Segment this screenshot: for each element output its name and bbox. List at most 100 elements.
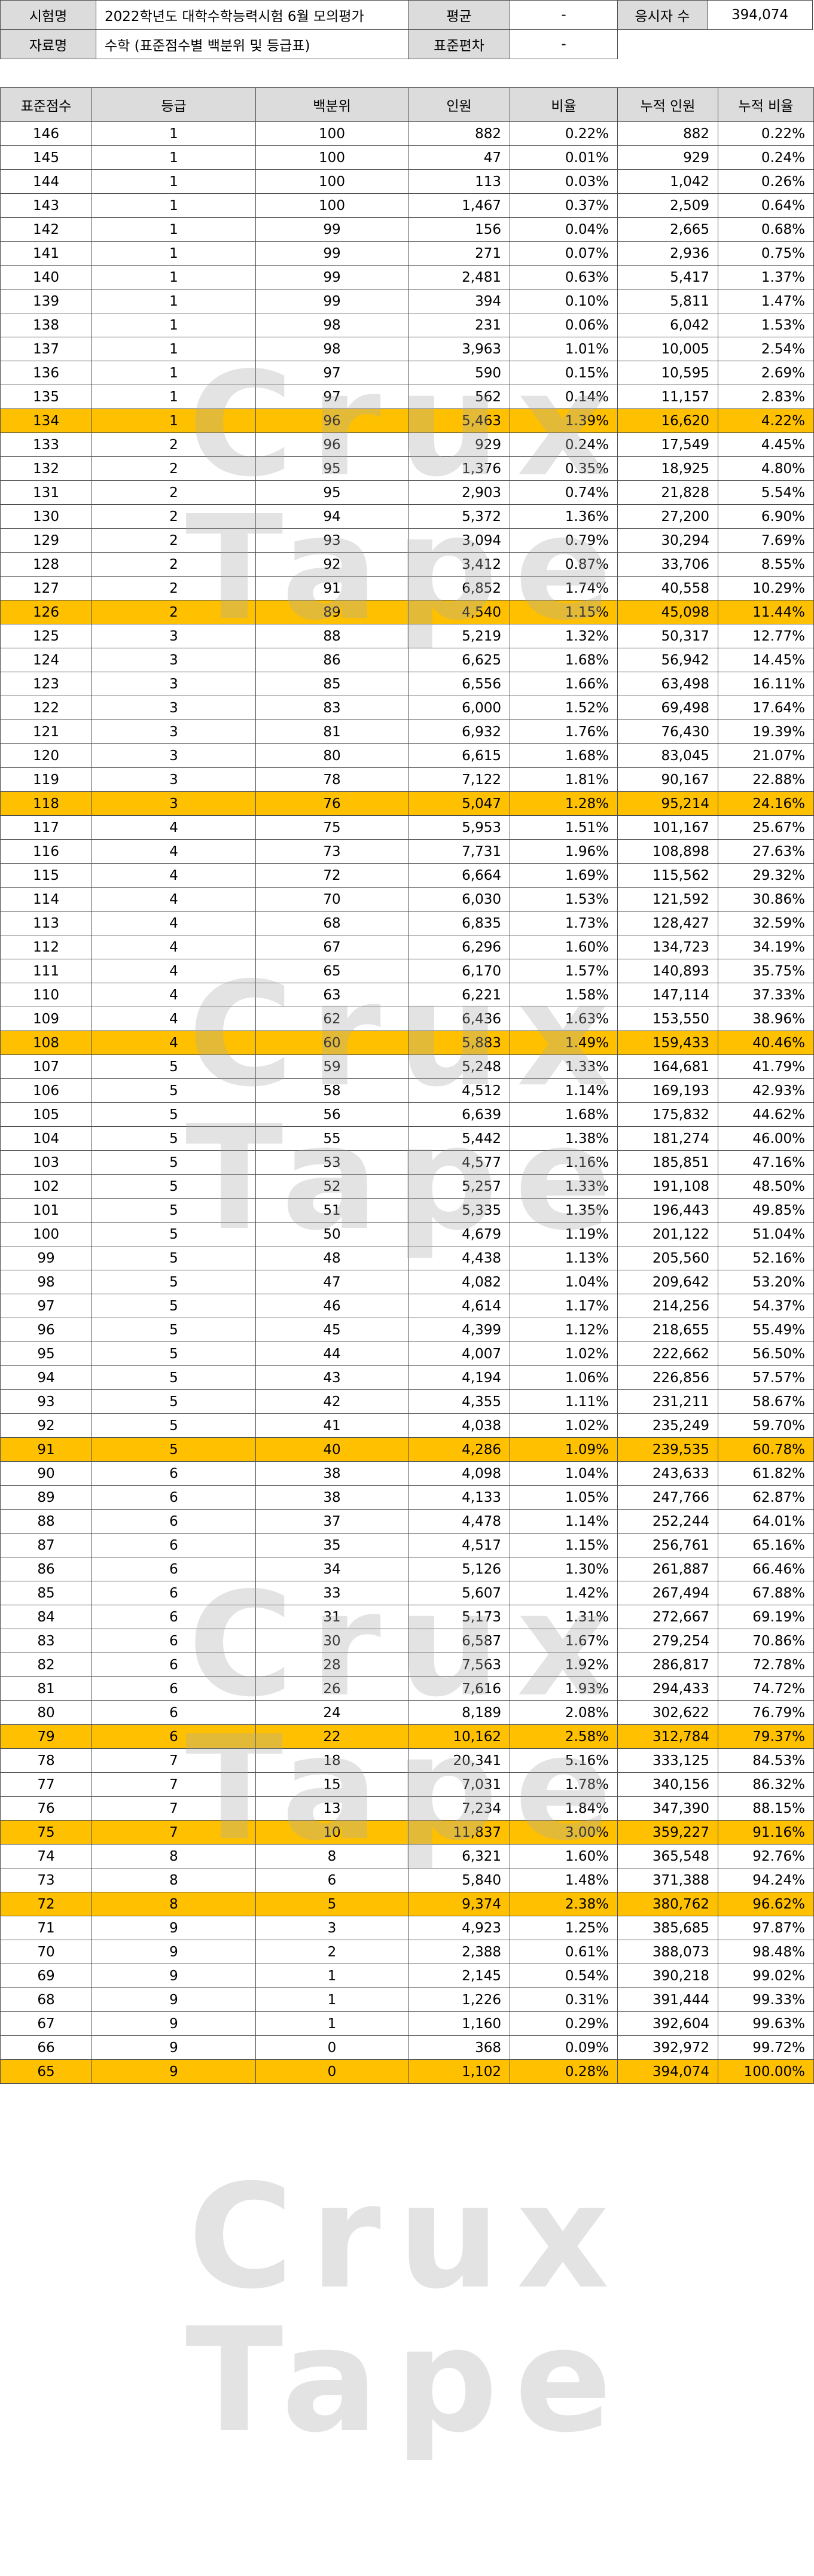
standard-score-cell: 97 — [0, 1294, 92, 1318]
cumulative-ratio-cell: 99.63% — [718, 2011, 814, 2036]
grade-cell: 7 — [92, 1796, 256, 1821]
grade-cell: 2 — [92, 480, 256, 505]
cumulative-ratio-cell: 100.00% — [718, 2059, 814, 2084]
table-row: 120 3 80 6,615 1.68% 83,045 21.07% — [0, 743, 814, 768]
standard-score-cell: 65 — [0, 2059, 92, 2084]
cumulative-count-cell: 50,317 — [617, 624, 718, 648]
percentile-cell: 100 — [255, 145, 408, 170]
count-cell: 7,031 — [408, 1772, 510, 1797]
table-row: 101 5 51 5,335 1.35% 196,443 49.85% — [0, 1198, 814, 1223]
grade-cell: 4 — [92, 863, 256, 888]
percentile-cell: 44 — [255, 1342, 408, 1366]
ratio-cell: 0.22% — [510, 121, 618, 146]
cumulative-count-cell: 5,417 — [617, 265, 718, 289]
percentile-cell: 15 — [255, 1772, 408, 1797]
standard-score-cell: 134 — [0, 408, 92, 433]
table-row: 130 2 94 5,372 1.36% 27,200 6.90% — [0, 504, 814, 529]
percentile-cell: 67 — [255, 935, 408, 959]
percentile-cell: 99 — [255, 241, 408, 266]
examinees-value: 394,074 — [707, 0, 813, 30]
count-cell: 20,341 — [408, 1748, 510, 1773]
standard-score-cell: 72 — [0, 1892, 92, 1916]
percentile-cell: 91 — [255, 576, 408, 600]
cumulative-count-cell: 16,620 — [617, 408, 718, 433]
count-cell: 11,837 — [408, 1820, 510, 1845]
standard-score-cell: 107 — [0, 1054, 92, 1079]
grade-cell: 1 — [92, 265, 256, 289]
table-row: 95 5 44 4,007 1.02% 222,662 56.50% — [0, 1342, 814, 1366]
cumulative-ratio-cell: 54.37% — [718, 1294, 814, 1318]
ratio-cell: 1.16% — [510, 1150, 618, 1175]
standard-score-cell: 104 — [0, 1126, 92, 1151]
table-row: 132 2 95 1,376 0.35% 18,925 4.80% — [0, 456, 814, 481]
table-row: 98 5 47 4,082 1.04% 209,642 53.20% — [0, 1270, 814, 1294]
ratio-cell: 1.04% — [510, 1270, 618, 1294]
percentile-cell: 38 — [255, 1461, 408, 1486]
count-cell: 47 — [408, 145, 510, 170]
percentile-cell: 48 — [255, 1246, 408, 1270]
ratio-cell: 1.33% — [510, 1054, 618, 1079]
column-header-grade: 등급 — [92, 87, 256, 122]
cumulative-ratio-cell: 27.63% — [718, 839, 814, 864]
standard-score-cell: 125 — [0, 624, 92, 648]
grade-cell: 2 — [92, 456, 256, 481]
cumulative-ratio-cell: 72.78% — [718, 1653, 814, 1677]
grade-cell: 4 — [92, 887, 256, 911]
cumulative-count-cell: 76,430 — [617, 720, 718, 744]
percentile-cell: 52 — [255, 1174, 408, 1199]
cumulative-ratio-cell: 4.45% — [718, 432, 814, 457]
grade-cell: 1 — [92, 169, 256, 194]
cumulative-count-cell: 21,828 — [617, 480, 718, 505]
count-cell: 4,194 — [408, 1365, 510, 1390]
count-cell: 271 — [408, 241, 510, 266]
percentile-cell: 95 — [255, 480, 408, 505]
cumulative-ratio-cell: 0.26% — [718, 169, 814, 194]
percentile-cell: 96 — [255, 408, 408, 433]
count-cell: 5,883 — [408, 1031, 510, 1055]
cumulative-ratio-cell: 4.80% — [718, 456, 814, 481]
standard-score-cell: 106 — [0, 1078, 92, 1103]
cumulative-count-cell: 121,592 — [617, 887, 718, 911]
cumulative-ratio-cell: 16.11% — [718, 672, 814, 696]
cumulative-count-cell: 231,211 — [617, 1389, 718, 1414]
cumulative-ratio-cell: 99.72% — [718, 2035, 814, 2060]
grade-cell: 4 — [92, 839, 256, 864]
mean-label: 평균 — [408, 0, 510, 30]
column-header-count: 인원 — [408, 87, 510, 122]
grade-cell: 5 — [92, 1054, 256, 1079]
cumulative-ratio-cell: 24.16% — [718, 791, 814, 816]
grade-cell: 1 — [92, 121, 256, 146]
table-row: 82 6 28 7,563 1.92% 286,817 72.78% — [0, 1653, 814, 1677]
ratio-cell: 1.49% — [510, 1031, 618, 1055]
grade-cell: 9 — [92, 1940, 256, 1964]
grade-cell: 5 — [92, 1174, 256, 1199]
standard-score-cell: 138 — [0, 313, 92, 337]
table-row: 116 4 73 7,731 1.96% 108,898 27.63% — [0, 839, 814, 864]
table-row: 127 2 91 6,852 1.74% 40,558 10.29% — [0, 576, 814, 600]
standard-score-cell: 146 — [0, 121, 92, 146]
ratio-cell: 1.14% — [510, 1078, 618, 1103]
standard-score-cell: 133 — [0, 432, 92, 457]
ratio-cell: 0.28% — [510, 2059, 618, 2084]
standard-score-cell: 86 — [0, 1557, 92, 1581]
ratio-cell: 3.00% — [510, 1820, 618, 1845]
percentile-cell: 45 — [255, 1318, 408, 1342]
cumulative-count-cell: 11,157 — [617, 385, 718, 409]
cumulative-count-cell: 385,685 — [617, 1916, 718, 1940]
grade-cell: 3 — [92, 672, 256, 696]
ratio-cell: 0.09% — [510, 2035, 618, 2060]
ratio-cell: 1.68% — [510, 1102, 618, 1127]
count-cell: 590 — [408, 361, 510, 385]
standard-score-cell: 144 — [0, 169, 92, 194]
data-name-value: 수학 (표준점수별 백분위 및 등급표) — [96, 29, 408, 59]
standard-score-cell: 81 — [0, 1676, 92, 1701]
cumulative-count-cell: 214,256 — [617, 1294, 718, 1318]
column-header-standard-score: 표준점수 — [0, 87, 92, 122]
table-row: 88 6 37 4,478 1.14% 252,244 64.01% — [0, 1509, 814, 1534]
percentile-cell: 62 — [255, 1007, 408, 1031]
grade-cell: 4 — [92, 911, 256, 935]
exam-name-value: 2022학년도 대학수학능력시험 6월 모의평가 — [96, 0, 408, 30]
count-cell: 156 — [408, 217, 510, 242]
cumulative-count-cell: 247,766 — [617, 1485, 718, 1510]
standard-score-cell: 67 — [0, 2011, 92, 2036]
